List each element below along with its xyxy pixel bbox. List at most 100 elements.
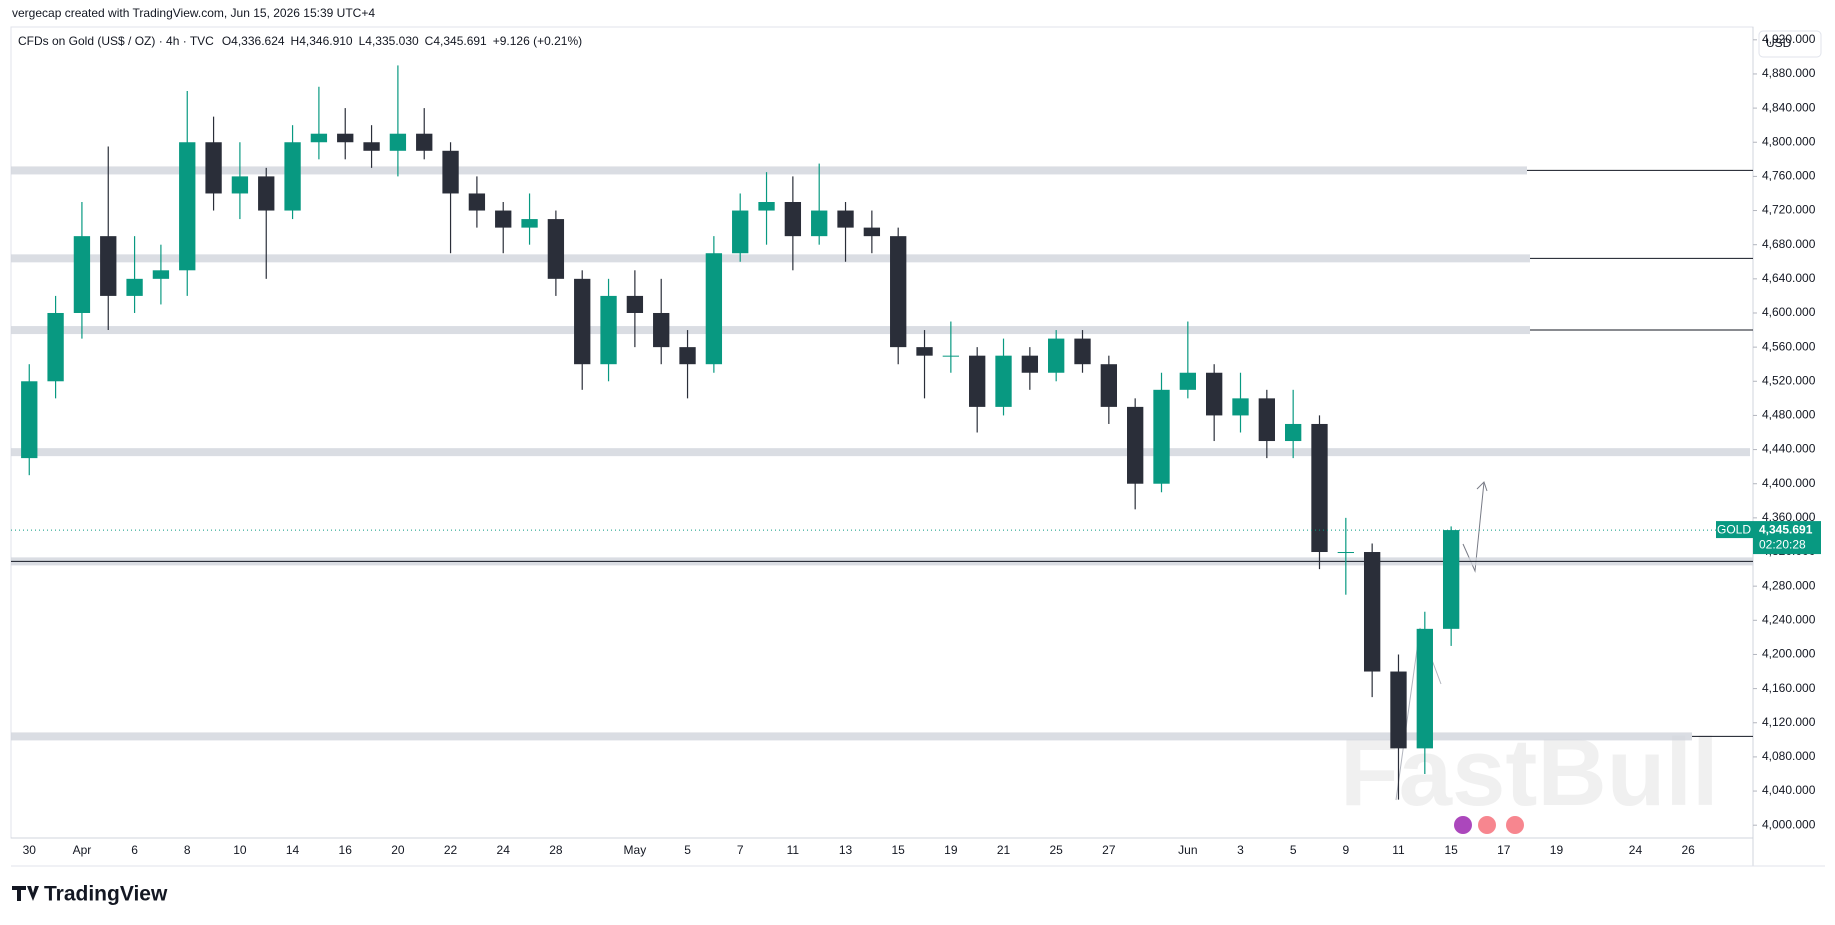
event-icon[interactable] xyxy=(1506,816,1524,834)
event-icon[interactable] xyxy=(1478,816,1496,834)
brand-name: TradingView xyxy=(44,883,168,906)
candle-body xyxy=(679,347,696,365)
projection-path xyxy=(1462,481,1485,573)
candle-body xyxy=(152,270,170,279)
candle-body xyxy=(705,253,723,365)
y-tick-label: 4,560.000 xyxy=(1762,339,1816,353)
x-tick-label: 20 xyxy=(391,843,405,857)
x-tick-label: 24 xyxy=(497,843,511,857)
candle-body xyxy=(495,210,512,228)
projection-arrowhead xyxy=(1476,481,1488,492)
legend-value: +9.126 (+0.21%) xyxy=(493,34,582,48)
candle-body xyxy=(363,142,380,151)
candle-body xyxy=(416,133,433,151)
x-tick-label: 13 xyxy=(839,843,853,857)
candle-body xyxy=(1100,364,1118,407)
candle-body xyxy=(1021,355,1039,373)
x-tick-label: 15 xyxy=(892,843,906,857)
logo-mark xyxy=(12,886,39,901)
candle-body xyxy=(1442,530,1460,629)
y-tick-label: 4,800.000 xyxy=(1762,134,1816,148)
legend-value: L4,335.030 xyxy=(359,34,419,48)
candle-body xyxy=(337,133,354,143)
x-tick-label: 19 xyxy=(944,843,958,857)
candle-body xyxy=(389,133,407,151)
level-band xyxy=(11,448,1750,457)
level-band xyxy=(11,166,1527,175)
candle-body xyxy=(231,176,249,194)
candle-body xyxy=(468,193,486,211)
y-tick-label: 4,240.000 xyxy=(1762,612,1816,626)
x-tick-label: 17 xyxy=(1497,843,1511,857)
y-tick-label: 4,680.000 xyxy=(1762,237,1816,251)
level-band xyxy=(11,254,1530,263)
y-tick-label: 4,200.000 xyxy=(1762,647,1816,661)
y-tick-label: 4,840.000 xyxy=(1762,100,1816,114)
candle-body xyxy=(258,176,275,211)
candle-body xyxy=(732,210,749,254)
candle-body xyxy=(205,142,222,194)
y-tick-label: 4,880.000 xyxy=(1762,66,1816,80)
y-tick-label: 4,600.000 xyxy=(1762,305,1816,319)
x-tick-label: 6 xyxy=(131,843,138,857)
y-tick-label: 4,160.000 xyxy=(1762,681,1816,695)
brand-logo: TradingView xyxy=(12,883,168,906)
x-tick-label: 24 xyxy=(1629,843,1643,857)
candle-body xyxy=(1337,552,1354,554)
y-tick-label: 4,360.000 xyxy=(1762,510,1816,524)
candle-body xyxy=(1074,338,1091,365)
x-tick-label: 11 xyxy=(787,843,800,857)
x-tick-label: May xyxy=(624,843,647,857)
x-tick-label: 21 xyxy=(997,843,1011,857)
y-tick-label: 4,440.000 xyxy=(1762,442,1816,456)
candle-body xyxy=(1311,423,1328,553)
level-band xyxy=(11,732,1692,741)
x-tick-label: 10 xyxy=(233,843,247,857)
candle-body xyxy=(1179,372,1196,390)
x-tick-label: 19 xyxy=(1550,843,1564,857)
credit: vergecap created with TradingView.com, J… xyxy=(12,6,375,20)
event-icon[interactable] xyxy=(1454,816,1472,834)
x-tick-label: 11 xyxy=(1392,843,1405,857)
chart-title: CFDs on Gold (US$ / OZ) · 4h · TVC xyxy=(18,34,214,48)
y-tick-label: 4,000.000 xyxy=(1762,817,1816,831)
candle-body xyxy=(1232,398,1249,416)
candle-body xyxy=(100,236,117,296)
candle-body xyxy=(916,347,933,356)
candle-body xyxy=(179,142,196,271)
y-tick-label: 4,120.000 xyxy=(1762,715,1816,729)
candle-body xyxy=(1284,423,1302,442)
candle-body xyxy=(969,355,986,407)
candle-body xyxy=(600,295,617,365)
candle-body xyxy=(863,227,881,237)
y-tick-label: 4,400.000 xyxy=(1762,476,1816,490)
y-tick-label: 4,520.000 xyxy=(1762,373,1816,387)
candle-body xyxy=(21,381,38,459)
candle-body xyxy=(784,202,802,237)
candle-body xyxy=(890,236,907,348)
last-price-box xyxy=(1753,521,1821,555)
x-tick-label: 8 xyxy=(184,843,191,857)
candle-body xyxy=(310,133,328,143)
candle-body xyxy=(1258,398,1275,442)
legend-value: O4,336.624 xyxy=(222,34,285,48)
x-tick-label: 30 xyxy=(23,843,37,857)
candle-body xyxy=(1127,406,1144,484)
x-tick-label: 26 xyxy=(1681,843,1695,857)
candle-body xyxy=(1206,372,1223,416)
last-price-label: 4,345.691 xyxy=(1759,522,1813,536)
candle-body xyxy=(521,219,538,228)
x-tick-label: Jun xyxy=(1178,843,1197,857)
x-tick-label: 22 xyxy=(444,843,458,857)
level-band xyxy=(11,326,1530,335)
y-tick-label: 4,760.000 xyxy=(1762,169,1816,183)
currency[interactable]: USD xyxy=(1766,36,1792,50)
candle-body xyxy=(47,312,64,382)
x-tick-label: 5 xyxy=(1290,843,1297,857)
currency-box[interactable] xyxy=(1758,30,1822,58)
y-tick-label: 4,640.000 xyxy=(1762,271,1816,285)
candle-body xyxy=(626,295,644,313)
x-tick-label: 5 xyxy=(684,843,691,857)
legend-value: H4,346.910 xyxy=(291,34,353,48)
